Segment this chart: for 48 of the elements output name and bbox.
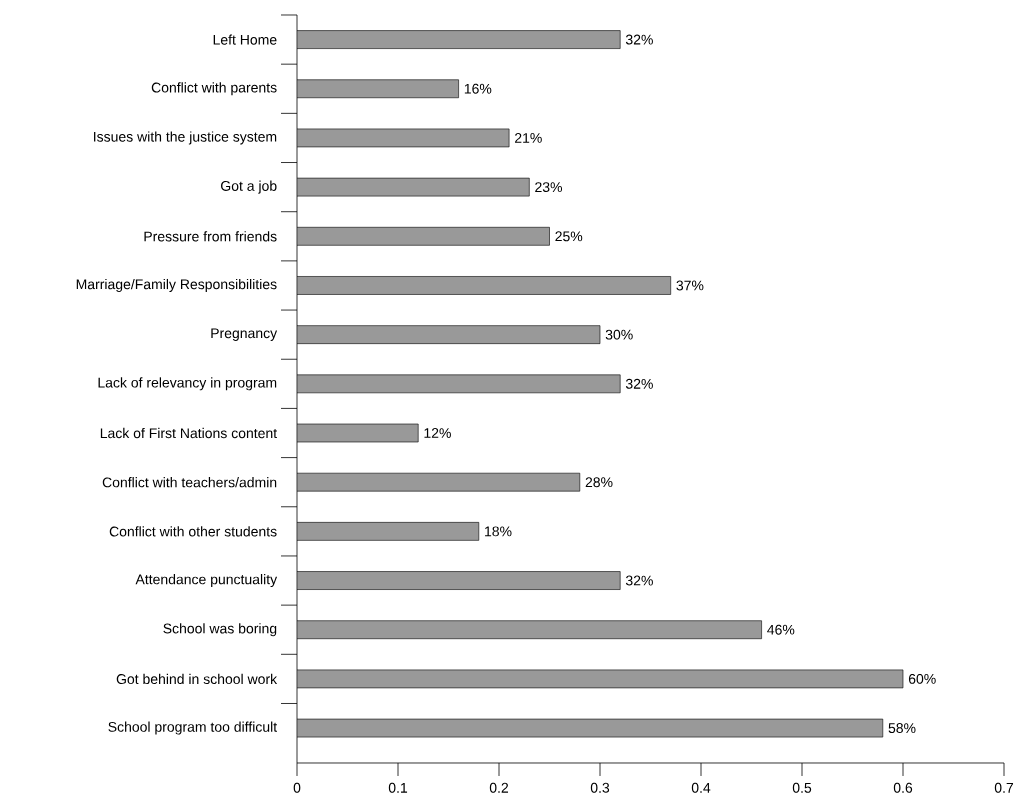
- y-tick-label: Marriage/Family Responsibilities: [76, 278, 277, 292]
- bar: [297, 79, 459, 99]
- y-tick-label: Attendance punctuality: [135, 574, 278, 588]
- y-tick-label: Issues with the justice system: [94, 131, 277, 145]
- x-tick-label: 0.4: [691, 782, 711, 793]
- y-tick-label: Conflict with other students: [109, 526, 277, 537]
- bar: [297, 30, 621, 49]
- bar: [297, 571, 621, 590]
- y-tick-label: Left Home: [213, 34, 277, 45]
- x-tick-label: 0.6: [893, 782, 913, 793]
- data-label: 16%: [464, 83, 492, 94]
- y-tick-label: Got a job: [221, 180, 277, 194]
- data-label: 25%: [555, 231, 583, 242]
- x-tick-label: 0.5: [792, 782, 812, 793]
- y-tick-label: Lack of First Nations content: [100, 427, 278, 439]
- x-tick-label: 0.3: [590, 782, 610, 793]
- bar: [297, 276, 672, 295]
- y-tick-label: Pressure from friends: [144, 231, 277, 242]
- bar: [297, 522, 480, 541]
- data-label: 37%: [676, 280, 704, 291]
- y-tick-label: Conflict with teachers/admin: [102, 477, 277, 488]
- data-label: 58%: [888, 723, 916, 734]
- data-label: 32%: [625, 378, 653, 389]
- bar: [297, 472, 581, 492]
- x-tick-label: 0: [293, 782, 301, 793]
- x-tick-label: 0.7: [994, 782, 1014, 793]
- bar: [297, 620, 762, 640]
- y-tick-label: Pregnancy: [211, 328, 278, 341]
- data-label: 21%: [515, 133, 542, 143]
- y-tick-label: School program too difficult: [108, 721, 278, 735]
- y-tick-label: School was boring: [163, 623, 277, 637]
- y-tick-label: Got behind in school work: [116, 673, 278, 685]
- data-label: 23%: [535, 182, 563, 193]
- data-label: 18%: [485, 526, 512, 537]
- data-label: 46%: [767, 624, 795, 635]
- bar: [297, 325, 601, 344]
- data-label: 32%: [625, 34, 653, 45]
- data-label: 28%: [585, 477, 613, 488]
- x-tick-label: 0.2: [489, 782, 509, 793]
- bar: [297, 227, 550, 246]
- y-tick-label: Conflict with parents: [151, 82, 277, 96]
- data-label: 12%: [424, 428, 451, 438]
- y-tick-label: Lack of relevancy in program: [98, 377, 277, 391]
- bar: [297, 374, 621, 394]
- data-label: 30%: [605, 329, 633, 340]
- x-tick-label: 0.1: [388, 782, 408, 793]
- data-label: 32%: [625, 575, 653, 586]
- data-label: 60%: [908, 673, 936, 684]
